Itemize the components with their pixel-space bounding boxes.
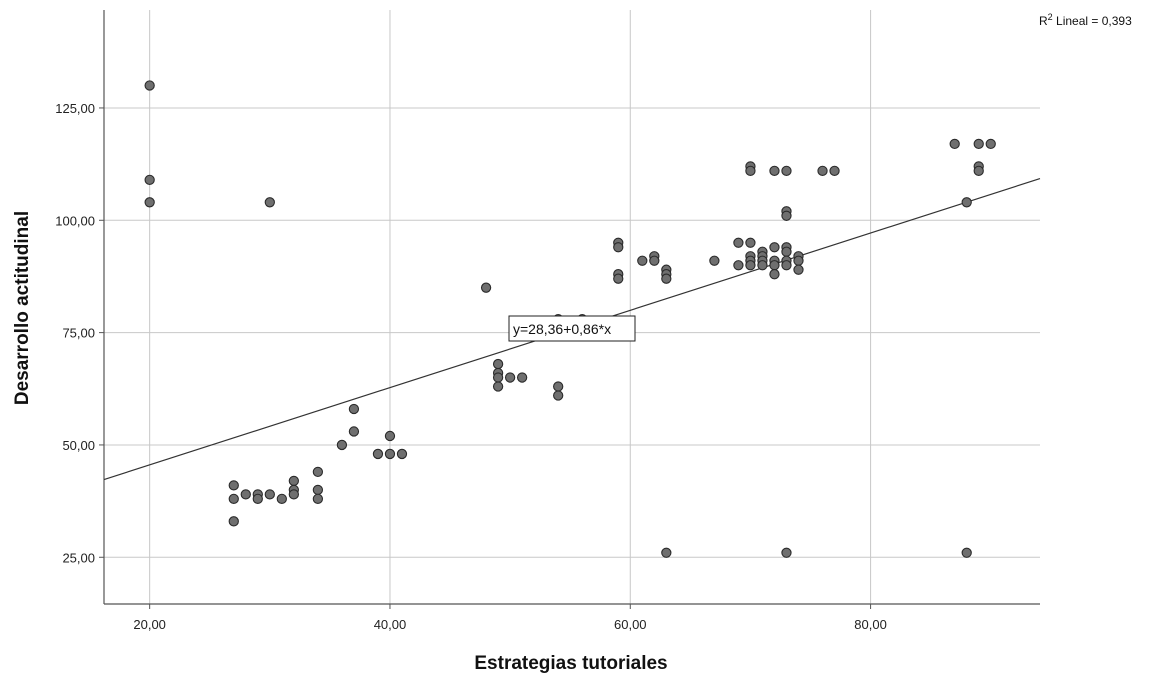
data-point [144, 197, 155, 208]
data-point [793, 255, 804, 266]
y-tick-label: 100,00 [55, 213, 95, 228]
x-axis-title: Estrategias tutoriales [474, 653, 667, 674]
data-point [492, 381, 504, 392]
data-point [769, 242, 780, 253]
data-point [372, 448, 384, 460]
data-point [757, 260, 768, 271]
axes [99, 10, 1040, 609]
data-point [985, 138, 996, 150]
data-point [312, 466, 324, 478]
r2-label: R2 Lineal = 0,393 [1039, 12, 1132, 28]
data-point [264, 197, 275, 208]
data-point [745, 237, 756, 248]
data-point [348, 403, 360, 415]
data-point [745, 165, 756, 177]
y-tick-label: 25,00 [62, 550, 95, 565]
data-point [769, 269, 780, 280]
y-tick-label: 75,00 [62, 326, 95, 341]
data-point [781, 547, 792, 558]
x-tick-label: 60,00 [614, 617, 647, 632]
x-tick-label: 20,00 [133, 617, 166, 632]
data-point [781, 246, 792, 257]
data-point [829, 165, 840, 177]
y-axis-title: Desarrollo actitudinal [12, 211, 33, 405]
data-point [781, 260, 792, 271]
x-tick-label: 80,00 [854, 617, 887, 632]
data-point [661, 547, 672, 558]
data-point [492, 372, 504, 383]
data-point [613, 242, 624, 253]
data-point [384, 430, 396, 442]
data-point [769, 260, 780, 271]
data-point [312, 484, 324, 496]
data-point [504, 372, 516, 383]
data-point [733, 237, 744, 248]
data-point [228, 480, 239, 491]
data-point [649, 255, 660, 266]
data-point [817, 165, 828, 177]
data-point [637, 255, 648, 266]
data-point [973, 138, 984, 150]
x-tick-label: 40,00 [374, 617, 407, 632]
data-point [336, 439, 348, 451]
data-point [961, 547, 972, 558]
data-point [396, 448, 408, 460]
equation-label-box [508, 315, 636, 342]
data-point [516, 372, 528, 383]
data-point [312, 493, 324, 505]
data-point [961, 197, 972, 208]
data-point [781, 165, 792, 177]
data-point [745, 260, 756, 271]
tick-labels: 20,00 40,00 60,00 80,00 25,00 50,00 75,00 100,0… [55, 101, 887, 632]
data-point [252, 493, 263, 505]
gridlines [104, 10, 1040, 604]
data-point [228, 493, 239, 505]
data-point [661, 273, 672, 284]
data-point [144, 80, 155, 91]
data-point [276, 493, 287, 505]
data-point [240, 489, 251, 500]
data-point [264, 489, 275, 500]
data-point [288, 489, 299, 500]
data-point [613, 273, 624, 284]
data-point [384, 448, 396, 460]
data-point [949, 138, 960, 150]
data-point [733, 260, 744, 271]
data-point [492, 358, 504, 370]
data-point [348, 426, 360, 437]
data-point [769, 165, 780, 177]
equation-label-group: y=28,36+0,86*x [508, 315, 636, 342]
data-point [709, 255, 720, 266]
y-tick-label: 50,00 [62, 438, 95, 453]
data-point [553, 381, 564, 392]
y-tick-label: 125,00 [55, 101, 95, 116]
data-point [480, 282, 492, 293]
data-point [793, 264, 804, 275]
data-point [288, 475, 299, 487]
data-point [228, 516, 239, 527]
equation-label: y=28,36+0,86*x [513, 321, 611, 337]
data-point [973, 165, 984, 177]
data-point [781, 210, 792, 221]
data-point [144, 174, 155, 185]
data-point [553, 390, 564, 401]
